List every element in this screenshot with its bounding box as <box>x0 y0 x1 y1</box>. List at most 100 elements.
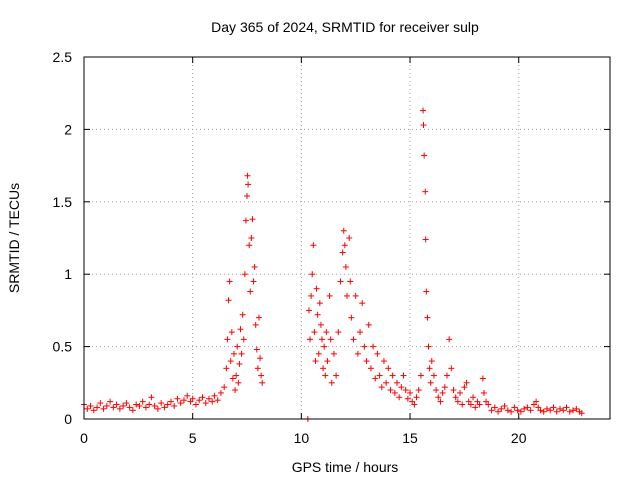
x-axis-label: GPS time / hours <box>292 459 399 475</box>
data-point <box>233 372 240 379</box>
data-point <box>319 336 326 343</box>
data-point <box>148 394 155 401</box>
data-point <box>389 372 396 379</box>
data-point <box>430 372 437 379</box>
data-point <box>84 405 91 412</box>
data-point <box>161 404 168 411</box>
data-point <box>240 336 247 343</box>
data-point <box>396 394 403 401</box>
data-point <box>253 346 260 353</box>
data-point <box>323 329 330 336</box>
data-points <box>81 107 585 422</box>
data-point <box>346 235 353 241</box>
data-point <box>537 407 544 414</box>
data-point <box>337 278 344 285</box>
data-point <box>476 401 483 408</box>
data-point <box>239 311 246 318</box>
x-tick-label: 20 <box>511 430 527 446</box>
y-tick-label: 1 <box>64 266 72 282</box>
data-point <box>508 408 515 415</box>
data-point <box>103 402 110 409</box>
data-point <box>540 408 547 415</box>
data-point <box>437 398 444 405</box>
data-point <box>372 375 379 382</box>
data-point <box>234 343 241 350</box>
data-point <box>422 236 429 243</box>
data-point <box>527 407 534 414</box>
data-point <box>563 404 570 411</box>
x-tick-label: 10 <box>294 430 310 446</box>
data-point <box>321 343 328 350</box>
data-point <box>459 401 466 408</box>
data-point <box>480 389 487 396</box>
data-point <box>237 326 244 333</box>
data-point <box>315 350 322 357</box>
data-point <box>154 405 161 412</box>
data-point <box>422 188 429 195</box>
data-point <box>180 397 187 404</box>
data-point <box>158 400 165 407</box>
data-point <box>340 227 347 234</box>
data-point <box>327 336 334 343</box>
y-axis-label: SRMTID / TECUs <box>6 183 22 293</box>
data-point <box>479 375 486 382</box>
data-point <box>307 336 314 343</box>
data-point <box>376 372 383 379</box>
y-tick-label: 2.5 <box>53 49 73 65</box>
data-point <box>417 372 424 379</box>
data-point <box>415 387 422 394</box>
data-point <box>199 394 206 401</box>
data-point <box>524 404 531 411</box>
data-point <box>235 379 242 386</box>
data-point <box>347 278 354 285</box>
data-point <box>326 292 333 299</box>
data-point <box>116 405 123 412</box>
data-point <box>342 263 349 270</box>
data-point <box>202 400 209 407</box>
data-point <box>560 407 567 414</box>
data-point <box>248 235 255 241</box>
data-point <box>110 404 117 411</box>
data-point <box>211 392 218 399</box>
data-point <box>205 395 212 402</box>
data-point <box>433 387 440 394</box>
data-point <box>557 405 564 412</box>
x-tick-label: 5 <box>189 430 197 446</box>
data-point <box>171 402 178 409</box>
data-point <box>391 389 398 396</box>
data-point <box>94 404 101 411</box>
data-point <box>413 394 420 401</box>
data-point <box>517 408 524 415</box>
data-point <box>504 407 511 414</box>
data-point <box>348 314 355 321</box>
data-point <box>236 360 243 367</box>
data-point <box>192 401 199 408</box>
y-tick-label: 2 <box>64 121 72 137</box>
data-point <box>435 394 442 401</box>
data-point <box>249 216 256 223</box>
data-point <box>363 358 370 365</box>
data-point <box>120 402 127 409</box>
data-point <box>97 400 104 407</box>
data-point <box>427 379 434 386</box>
data-point <box>164 401 171 408</box>
data-point <box>472 404 479 411</box>
data-point <box>385 365 392 372</box>
data-point <box>470 394 477 401</box>
data-point <box>255 314 262 321</box>
data-point <box>341 242 348 249</box>
data-point <box>578 410 585 417</box>
y-tick-label: 0.5 <box>53 339 73 355</box>
data-point <box>448 365 455 372</box>
data-point <box>254 365 261 372</box>
data-point <box>393 379 400 386</box>
data-point <box>221 384 228 391</box>
data-point <box>420 107 427 114</box>
data-point <box>402 387 409 394</box>
data-point <box>404 395 411 402</box>
data-point <box>126 404 133 411</box>
data-point <box>533 398 540 405</box>
data-point <box>452 394 459 401</box>
